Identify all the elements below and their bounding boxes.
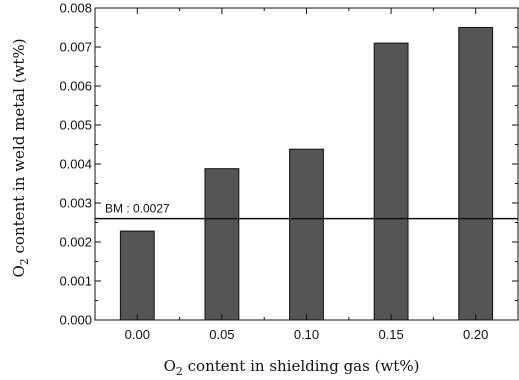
x-tick-label: 0.00 [125,327,150,342]
x-axis-title-main: O [164,357,176,375]
y-axis-title: O2 content in weld metal (wt%) [10,38,31,277]
x-axis-title-rest: content in shielding gas (wt%) [183,357,420,375]
bar-0.20 [458,27,494,321]
x-axis-title: O2 content in shielding gas (wt%) [164,357,420,378]
y-tick-label: 0.004 [59,157,92,172]
y-axis-title-rest: content in weld metal (wt%) [10,38,28,258]
y-tick-label: 0.001 [59,274,92,289]
y-tick-label: 0.006 [59,79,92,94]
x-tick-label: 0.15 [378,327,403,342]
bars-group [119,27,494,321]
y-tick-label: 0.002 [59,235,92,250]
y-tick-label: 0.007 [59,40,92,55]
y-tick-label: 0.003 [59,196,92,211]
x-tick-label: 0.20 [463,327,488,342]
reference-line-label: BM : 0.0027 [105,202,170,216]
bar-0.15 [373,42,409,321]
x-tick-label: 0.05 [209,327,234,342]
bar-0.05 [204,168,240,321]
y-axis: 0.000 0.001 0.002 0.003 0.004 0.005 0.006 0.007… [59,1,518,328]
x-axis-title-subscript: 2 [176,365,183,378]
x-axis: 0.00 0.05 0.10 0.15 0.20 [94,8,519,342]
y-tick-label: 0.000 [59,313,92,328]
y-tick-label: 0.005 [59,118,92,133]
y-axis-title-subscript: 2 [18,258,31,265]
x-tick-label: 0.10 [294,327,319,342]
bar-0.00 [119,230,155,321]
y-tick-label: 0.008 [59,1,92,16]
y-axis-title-main: O [10,265,28,277]
bar-0.10 [289,148,324,321]
